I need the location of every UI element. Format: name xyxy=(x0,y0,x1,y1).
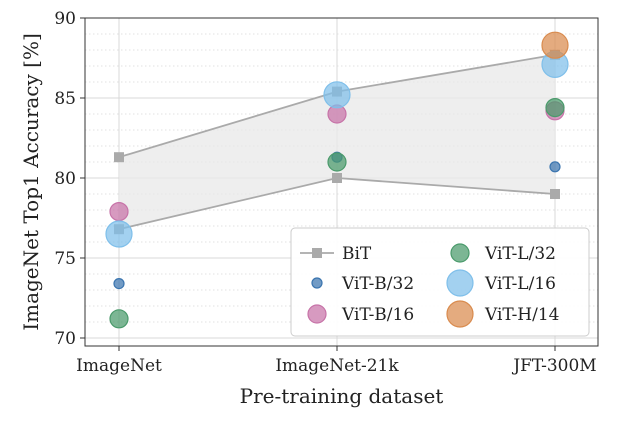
y-tick-label: 90 xyxy=(54,9,76,29)
legend-label-vit-b-32: ViT-B/32 xyxy=(341,274,414,294)
point-vit-l-16 xyxy=(323,81,351,109)
point-vit-l-16 xyxy=(105,220,133,248)
y-ticks: 70 75 80 85 90 xyxy=(54,9,85,349)
y-tick-label: 85 xyxy=(54,89,76,109)
legend-label-vit-l-32: ViT-L/32 xyxy=(484,244,556,264)
legend-marker-vit-b-32 xyxy=(311,277,323,289)
bit-marker xyxy=(114,152,124,163)
x-tick-label: ImageNet xyxy=(76,356,162,376)
y-axis-title: ImageNet Top1 Accuracy [%] xyxy=(19,33,43,331)
plot-frame xyxy=(84,17,599,347)
legend-marker-vit-l-32 xyxy=(450,243,470,263)
bit-marker xyxy=(332,173,342,183)
bit-marker xyxy=(550,189,560,199)
y-tick-label: 70 xyxy=(54,329,76,349)
legend-bit-marker xyxy=(312,248,322,258)
point-vit-b-32 xyxy=(113,278,125,290)
legend-label-vit-h-14: ViT-H/14 xyxy=(484,305,560,325)
legend-label-vit-b-16: ViT-B/16 xyxy=(341,305,414,325)
legend-label-bit: BiT xyxy=(342,244,372,264)
legend: BiT ViT-B/32 ViT-B/16 ViT-L/32 ViT-L/16 ViT-H… xyxy=(290,227,590,337)
legend-marker-vit-h-14 xyxy=(446,300,474,328)
legend-marker-vit-l-16 xyxy=(446,269,474,297)
y-tick-label: 75 xyxy=(54,249,76,269)
x-tick-label: JFT-300M xyxy=(511,356,596,376)
point-vit-b-16 xyxy=(109,202,129,222)
point-vit-b-32 xyxy=(549,161,561,173)
legend-box xyxy=(290,227,590,337)
point-vit-l-32 xyxy=(327,152,347,172)
point-vit-h-14 xyxy=(541,31,569,59)
data-points xyxy=(105,31,569,329)
x-ticks: ImageNet ImageNet-21k JFT-300M xyxy=(76,346,597,376)
point-vit-l-32 xyxy=(545,97,565,118)
legend-marker-vit-b-16 xyxy=(307,304,327,324)
y-tick-label: 80 xyxy=(54,169,76,189)
x-axis-title: Pre-training dataset xyxy=(240,384,444,408)
x-tick-label: ImageNet-21k xyxy=(275,356,399,376)
legend-label-vit-l-16: ViT-L/16 xyxy=(484,274,556,294)
point-vit-l-32 xyxy=(109,309,129,329)
